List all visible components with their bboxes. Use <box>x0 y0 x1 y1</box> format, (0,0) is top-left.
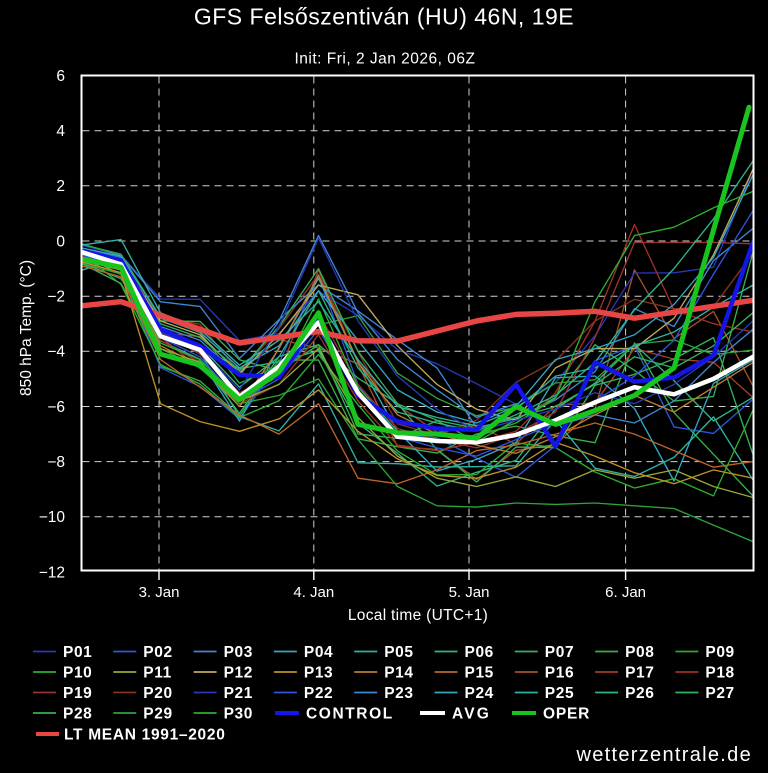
svg-text:5. Jan: 5. Jan <box>449 584 490 601</box>
svg-text:P07: P07 <box>545 644 574 661</box>
svg-text:OPER: OPER <box>543 706 590 723</box>
svg-text:P21: P21 <box>224 685 253 702</box>
svg-text:P30: P30 <box>224 706 253 723</box>
svg-text:LT MEAN 1991–2020: LT MEAN 1991–2020 <box>64 727 226 744</box>
svg-text:−8: −8 <box>47 454 65 471</box>
svg-text:4. Jan: 4. Jan <box>293 584 334 601</box>
svg-text:0: 0 <box>56 233 65 250</box>
svg-text:P10: P10 <box>63 665 92 682</box>
svg-text:−12: −12 <box>39 564 65 581</box>
svg-text:−4: −4 <box>47 344 65 361</box>
svg-text:wetterzentrale.de: wetterzentrale.de <box>575 744 752 766</box>
svg-text:6. Jan: 6. Jan <box>605 584 646 601</box>
svg-text:P06: P06 <box>465 644 494 661</box>
svg-text:P09: P09 <box>705 644 734 661</box>
svg-text:P13: P13 <box>304 665 333 682</box>
svg-text:3. Jan: 3. Jan <box>139 584 180 601</box>
svg-text:Local time (UTC+1): Local time (UTC+1) <box>348 607 488 624</box>
svg-text:P14: P14 <box>384 665 413 682</box>
svg-text:P04: P04 <box>304 644 333 661</box>
svg-text:P11: P11 <box>143 665 172 682</box>
svg-text:P28: P28 <box>63 706 92 723</box>
svg-text:−2: −2 <box>47 289 65 306</box>
svg-text:CONTROL: CONTROL <box>306 706 394 723</box>
svg-text:P17: P17 <box>625 665 654 682</box>
svg-text:P23: P23 <box>384 685 413 702</box>
svg-text:Init: Fri, 2 Jan 2026, 06Z: Init: Fri, 2 Jan 2026, 06Z <box>294 51 475 68</box>
svg-text:−10: −10 <box>39 509 66 526</box>
svg-text:GFS Felsőszentiván (HU) 46N, 1: GFS Felsőszentiván (HU) 46N, 19E <box>194 4 574 30</box>
svg-text:6: 6 <box>56 68 65 85</box>
svg-text:P22: P22 <box>304 685 333 702</box>
svg-text:P12: P12 <box>224 665 253 682</box>
svg-text:P27: P27 <box>705 685 734 702</box>
svg-text:P26: P26 <box>625 685 654 702</box>
svg-text:P19: P19 <box>63 685 92 702</box>
svg-text:2: 2 <box>56 178 65 195</box>
svg-text:4: 4 <box>56 123 65 140</box>
svg-text:P15: P15 <box>465 665 494 682</box>
svg-text:P02: P02 <box>143 644 172 661</box>
svg-text:P08: P08 <box>625 644 654 661</box>
svg-text:−6: −6 <box>47 399 65 416</box>
svg-text:850 hPa Temp. (°C): 850 hPa Temp. (°C) <box>18 260 35 396</box>
svg-text:AVG: AVG <box>452 706 491 723</box>
svg-text:P25: P25 <box>545 685 574 702</box>
svg-text:P18: P18 <box>705 665 734 682</box>
svg-text:P24: P24 <box>465 685 494 702</box>
svg-text:P20: P20 <box>143 685 172 702</box>
svg-text:P16: P16 <box>545 665 574 682</box>
svg-text:P05: P05 <box>384 644 413 661</box>
svg-text:P29: P29 <box>143 706 172 723</box>
svg-text:P03: P03 <box>224 644 253 661</box>
svg-text:P01: P01 <box>63 644 92 661</box>
